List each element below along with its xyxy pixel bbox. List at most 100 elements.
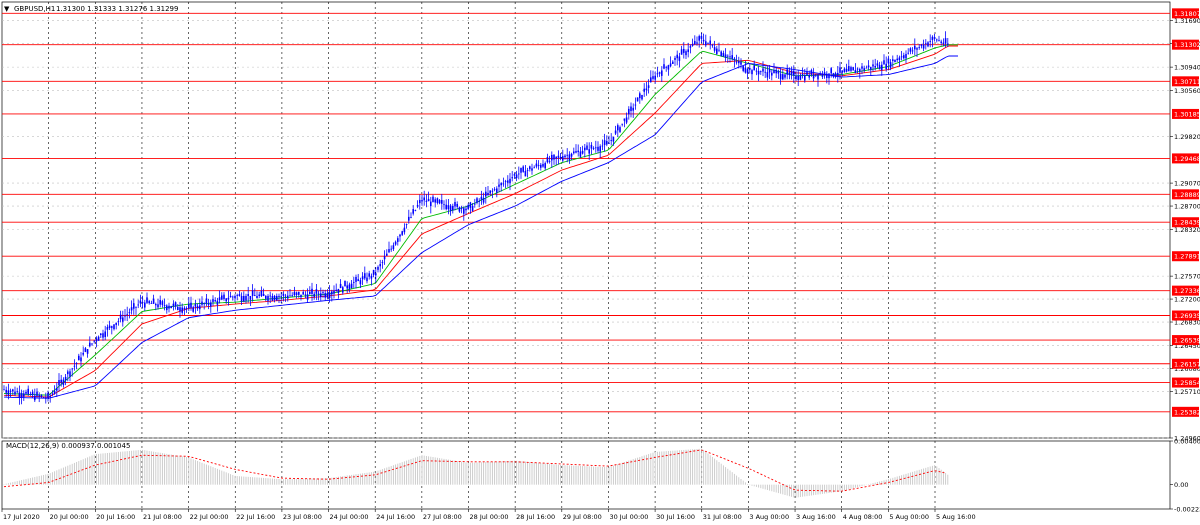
candle-body [636,97,639,102]
level-price-label: 1.31807 [1174,10,1200,18]
candle-body [100,333,102,336]
menu-arrow-icon[interactable]: ▼ [4,5,10,13]
candle-body [641,94,643,100]
candle-body [337,288,340,294]
candle-body [491,190,494,192]
candle-body [29,394,32,395]
candle-body [190,302,192,308]
candle-body [5,389,7,393]
candle-body [452,206,454,211]
candle-body [665,66,667,68]
candle-body [344,280,346,287]
candle-body [742,66,744,71]
candle-body [592,147,595,149]
candle-body [555,156,557,159]
candle-body [698,36,700,41]
candle-body [694,41,696,45]
y-tick-label: 1.26450 [1174,342,1200,350]
candle-body [271,295,274,301]
candle-body [194,304,197,307]
candle-body [267,295,269,301]
level-price-box [1172,406,1199,417]
candle-body [179,307,181,312]
level-price-box [1172,76,1199,87]
candle-body [247,294,249,296]
candle-body [73,365,76,367]
candle-body [225,298,227,302]
horizontal-levels[interactable] [2,12,1170,413]
candle-body [381,262,384,263]
level-price-box [1172,358,1199,369]
candle-body [148,301,150,304]
x-tick-label: 30 Jul 00:00 [609,513,648,521]
y-tick-label: 1.25710 [1174,388,1200,396]
candle-body [445,204,447,210]
candle-body [709,40,711,45]
candle-body [511,177,513,179]
candle-body [141,302,144,304]
candle-body [845,68,848,72]
candle-body [887,58,890,64]
candle-body [933,37,936,39]
candle-body [643,88,645,92]
candle-body [386,253,388,256]
candle-body [238,294,241,296]
candle-body [280,295,282,297]
candle-body [533,167,535,169]
y-tick-label: 1.28700 [1174,203,1200,211]
x-tick-label: 24 Jul 00:00 [330,513,369,521]
candle-body [687,49,689,53]
candle-body [683,48,685,53]
candle-body [746,69,749,74]
candle-body [284,295,287,297]
candle-body [113,324,115,330]
candle-body [936,39,938,41]
candle-body [388,249,390,253]
x-tick-label: 27 Jul 08:00 [423,513,462,521]
candle-body [355,276,357,282]
candle-body [762,68,764,72]
candle-body [788,72,791,76]
y-tick-label: 1.24960 [1174,435,1200,443]
candle-body [777,70,780,74]
candle-body [548,161,551,163]
candle-body [678,56,681,61]
candle-body [537,165,540,166]
candle-body [460,207,463,209]
candle-body [755,70,758,72]
candle-body [227,297,230,300]
candle-body [889,62,892,68]
candle-body [18,392,21,398]
x-tick-label: 3 Aug 00:00 [749,513,789,521]
candle-body [801,74,804,76]
candle-body [62,379,65,385]
candle-body [188,304,190,309]
candle-body [760,71,762,73]
candle-body [119,314,122,320]
candle-body [234,296,236,299]
level-price-label: 1.25382 [1174,408,1200,416]
candle-body [458,207,461,212]
candle-body [370,275,373,279]
candle-body [911,50,914,52]
candle-body [463,208,465,214]
candle-body [47,393,49,399]
candle-body [223,294,225,299]
candle-body [84,348,87,352]
candle-body [273,295,276,300]
candle-body [251,290,254,296]
candle-body [773,69,775,74]
candle-body [625,117,628,123]
candle-body [705,41,707,46]
candle-body [432,196,434,203]
x-tick-label: 3 Aug 16:00 [796,513,836,521]
macd-panel-frame [1,440,1171,510]
level-price-label: 1.31302 [1174,41,1200,49]
level-price-box [1172,377,1199,388]
candle-body [469,202,472,208]
candle-body [304,294,307,296]
candle-body [757,70,760,75]
candle-body [617,125,619,131]
candle-body [339,283,342,289]
